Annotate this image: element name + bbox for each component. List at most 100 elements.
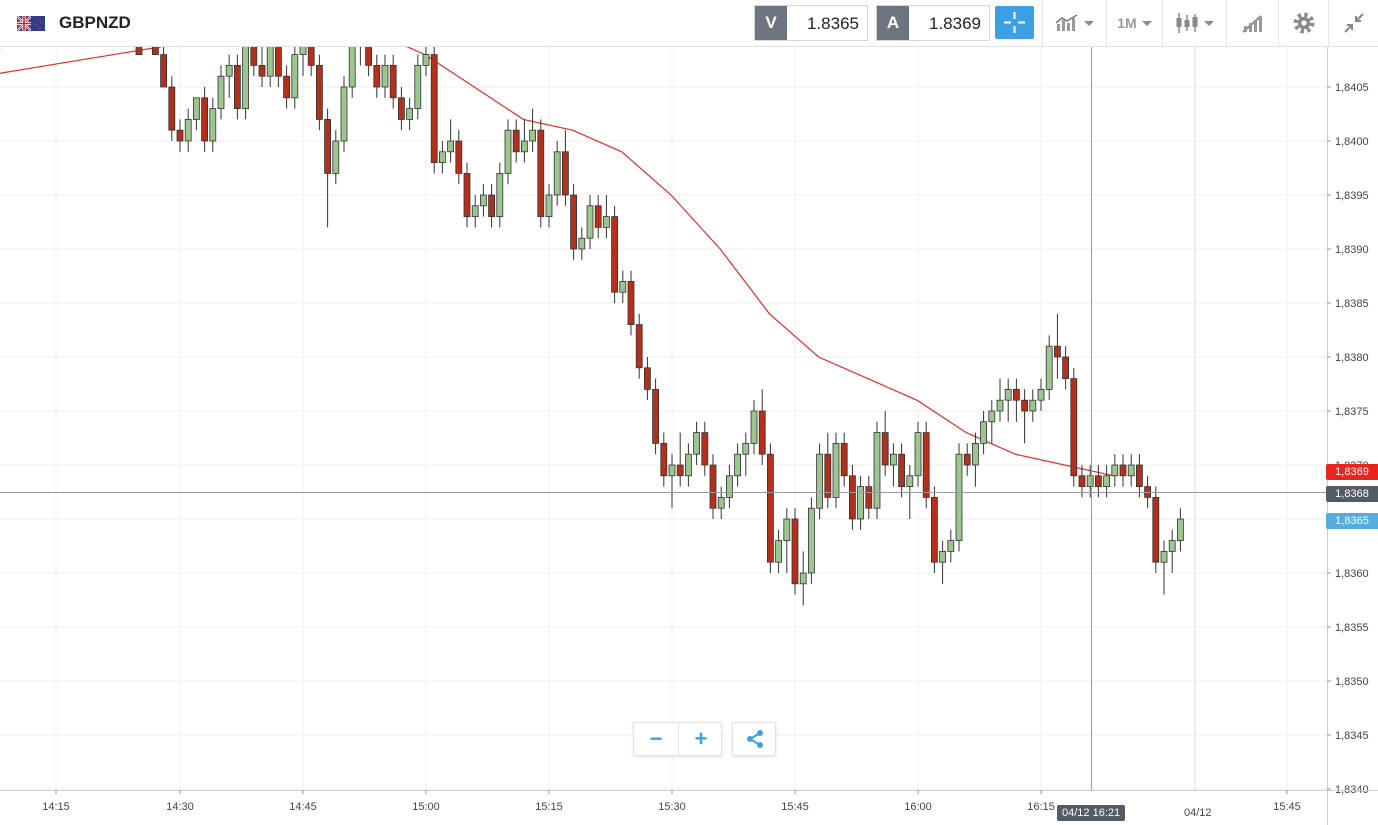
candle-body: [668, 464, 676, 477]
candle-body: [701, 432, 709, 466]
candle: [1004, 378, 1012, 422]
indicators-button[interactable]: [1042, 0, 1106, 46]
candle: [217, 65, 225, 120]
candle-body: [840, 442, 848, 477]
candle-body: [365, 47, 373, 66]
candle-body: [504, 129, 512, 174]
candle: [1160, 540, 1168, 595]
candle-body: [553, 151, 561, 196]
candle: [1070, 367, 1078, 487]
buy-price-box[interactable]: A 1.8369: [876, 5, 990, 41]
candle-body: [168, 86, 176, 131]
candle: [734, 443, 741, 487]
candle: [496, 162, 504, 228]
candle-body: [209, 108, 217, 142]
x-tick-label: 15:45: [1273, 801, 1301, 813]
candle: [750, 400, 758, 455]
candle-body: [1037, 388, 1045, 401]
top-toolbar: GBPNZD V 1.8365 A 1.8369 1M: [0, 0, 1378, 47]
candle-body: [192, 97, 200, 120]
candle-body: [324, 119, 332, 174]
chart-overlay: [0, 47, 1327, 790]
candle-body: [783, 518, 791, 542]
candle-body: [381, 64, 389, 88]
sell-label: V: [755, 6, 787, 40]
candle: [1029, 389, 1037, 422]
chart-type-icon: [1176, 13, 1198, 33]
candle: [1045, 335, 1053, 401]
candle-body: [225, 64, 233, 77]
candle: [553, 141, 561, 206]
candle-body: [562, 151, 569, 196]
candle-body: [726, 475, 733, 498]
candle: [340, 76, 348, 152]
candle: [1111, 454, 1119, 487]
chart-type-button[interactable]: [1162, 0, 1226, 46]
candle: [676, 432, 684, 487]
crosshair-button[interactable]: [995, 6, 1034, 39]
candle: [373, 54, 381, 98]
candle-body: [963, 453, 971, 466]
zoom-out-button[interactable]: −: [634, 723, 678, 755]
candle: [359, 47, 361, 66]
candle: [644, 357, 651, 401]
candle: [652, 378, 659, 455]
zoom-in-button[interactable]: +: [679, 723, 723, 755]
candle-body: [471, 205, 479, 218]
candle: [947, 529, 955, 563]
candle: [233, 54, 241, 120]
indicators-icon: [1055, 14, 1078, 31]
y-tick-label: 1,8360: [1335, 568, 1369, 580]
candle: [660, 432, 668, 487]
candle-body: [824, 453, 832, 498]
candle: [512, 119, 520, 163]
date-tag: 04/12: [1184, 807, 1212, 819]
candle: [430, 47, 438, 174]
candle: [775, 529, 782, 573]
candle: [151, 47, 159, 56]
candle-body: [389, 64, 397, 99]
candle: [250, 47, 258, 77]
candle-body: [676, 464, 684, 477]
x-tick-label: 15:15: [535, 801, 563, 813]
sell-price: 1.8365: [807, 14, 859, 33]
candle: [438, 141, 446, 174]
candle-body: [791, 518, 799, 585]
sell-price-box[interactable]: V 1.8365: [754, 5, 868, 41]
candle: [685, 443, 692, 487]
candle: [258, 47, 266, 87]
candle: [980, 411, 987, 455]
candle-body: [1152, 496, 1160, 563]
candle: [291, 47, 299, 109]
chevron-down-icon: [1084, 20, 1094, 26]
draw-button[interactable]: [1226, 0, 1278, 46]
candle: [1152, 486, 1160, 573]
candle: [521, 119, 528, 163]
y-tick-label: 1,8350: [1335, 676, 1369, 688]
candle: [381, 54, 389, 98]
candle-body: [578, 237, 586, 250]
candle: [931, 486, 938, 573]
candle: [397, 87, 405, 131]
candle-body: [1136, 464, 1143, 488]
price-chart[interactable]: 1,83401,83451,83501,83551,83601,83651,83…: [0, 47, 1378, 825]
x-tick-label: 16:15: [1027, 801, 1055, 813]
candle-body: [652, 388, 659, 444]
candle: [168, 76, 176, 141]
candle-body: [406, 108, 414, 120]
collapse-button[interactable]: [1328, 0, 1378, 46]
candle: [881, 411, 889, 476]
candle: [266, 47, 274, 87]
crosshair-icon: [1004, 12, 1025, 33]
candle-body: [947, 540, 955, 552]
settings-button[interactable]: [1278, 0, 1328, 46]
candle: [348, 47, 356, 98]
candle: [209, 97, 217, 152]
timeframe-dropdown[interactable]: 1M: [1106, 0, 1162, 46]
candle-body: [529, 129, 536, 142]
candle-body: [570, 194, 577, 250]
candle-body: [849, 475, 856, 520]
share-button[interactable]: [733, 723, 777, 755]
candle-body: [1119, 464, 1127, 477]
candle: [767, 443, 774, 573]
